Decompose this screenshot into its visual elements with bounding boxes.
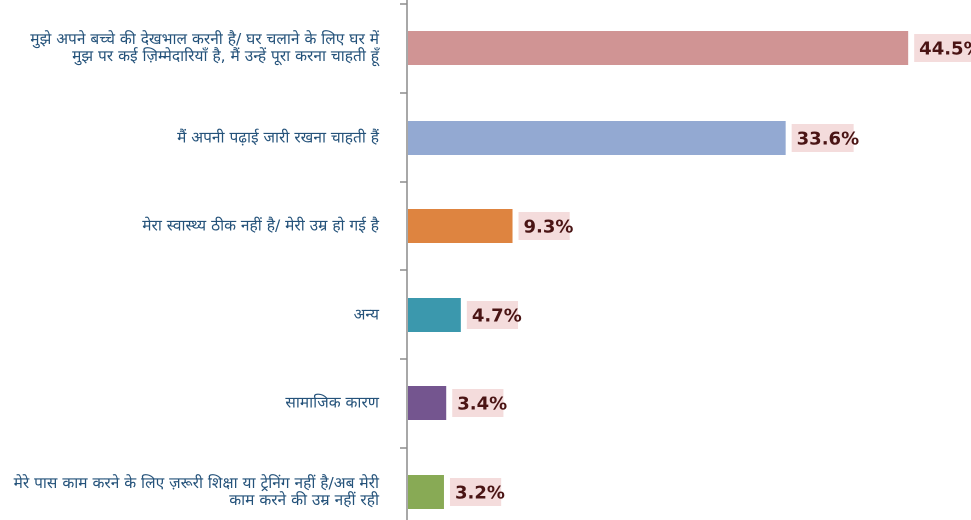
bar-5 (408, 386, 447, 420)
value-label-bg-3 (518, 212, 570, 240)
value-label-4: 4.7% (472, 306, 522, 327)
category-label-6: मेरे पास काम करने के लिए ज़रूरी शिक्षा य… (13, 474, 379, 509)
category-label-2: मैं अपनी पढ़ाई जारी रखना चाहती हैं (177, 128, 379, 147)
category-label-1: मुझे अपने बच्चे की देखभाल करनी है/ घर चल… (30, 30, 379, 65)
value-label-bg-2 (791, 124, 854, 152)
value-label-bg-6 (449, 478, 502, 506)
category-label-4: अन्य (353, 305, 379, 324)
value-label-1: 44.5% (919, 39, 971, 60)
value-label-3: 9.3% (524, 217, 574, 238)
bar-6 (408, 475, 444, 509)
bar-1 (408, 31, 909, 65)
value-label-bg-4 (466, 301, 519, 329)
bar-4 (408, 298, 461, 332)
category-label-5: सामाजिक कारण (285, 393, 379, 412)
value-label-bg-1 (914, 34, 971, 62)
value-label-bg-5 (452, 389, 504, 417)
category-label-3: मेरा स्वास्थ्य ठीक नहीं है/ मेरी उम्र हो… (142, 216, 379, 235)
value-label-5: 3.4% (457, 394, 507, 415)
value-label-6: 3.2% (455, 483, 505, 504)
value-label-2: 33.6% (797, 129, 859, 150)
bar-3 (408, 209, 513, 243)
bar-2 (408, 121, 786, 155)
